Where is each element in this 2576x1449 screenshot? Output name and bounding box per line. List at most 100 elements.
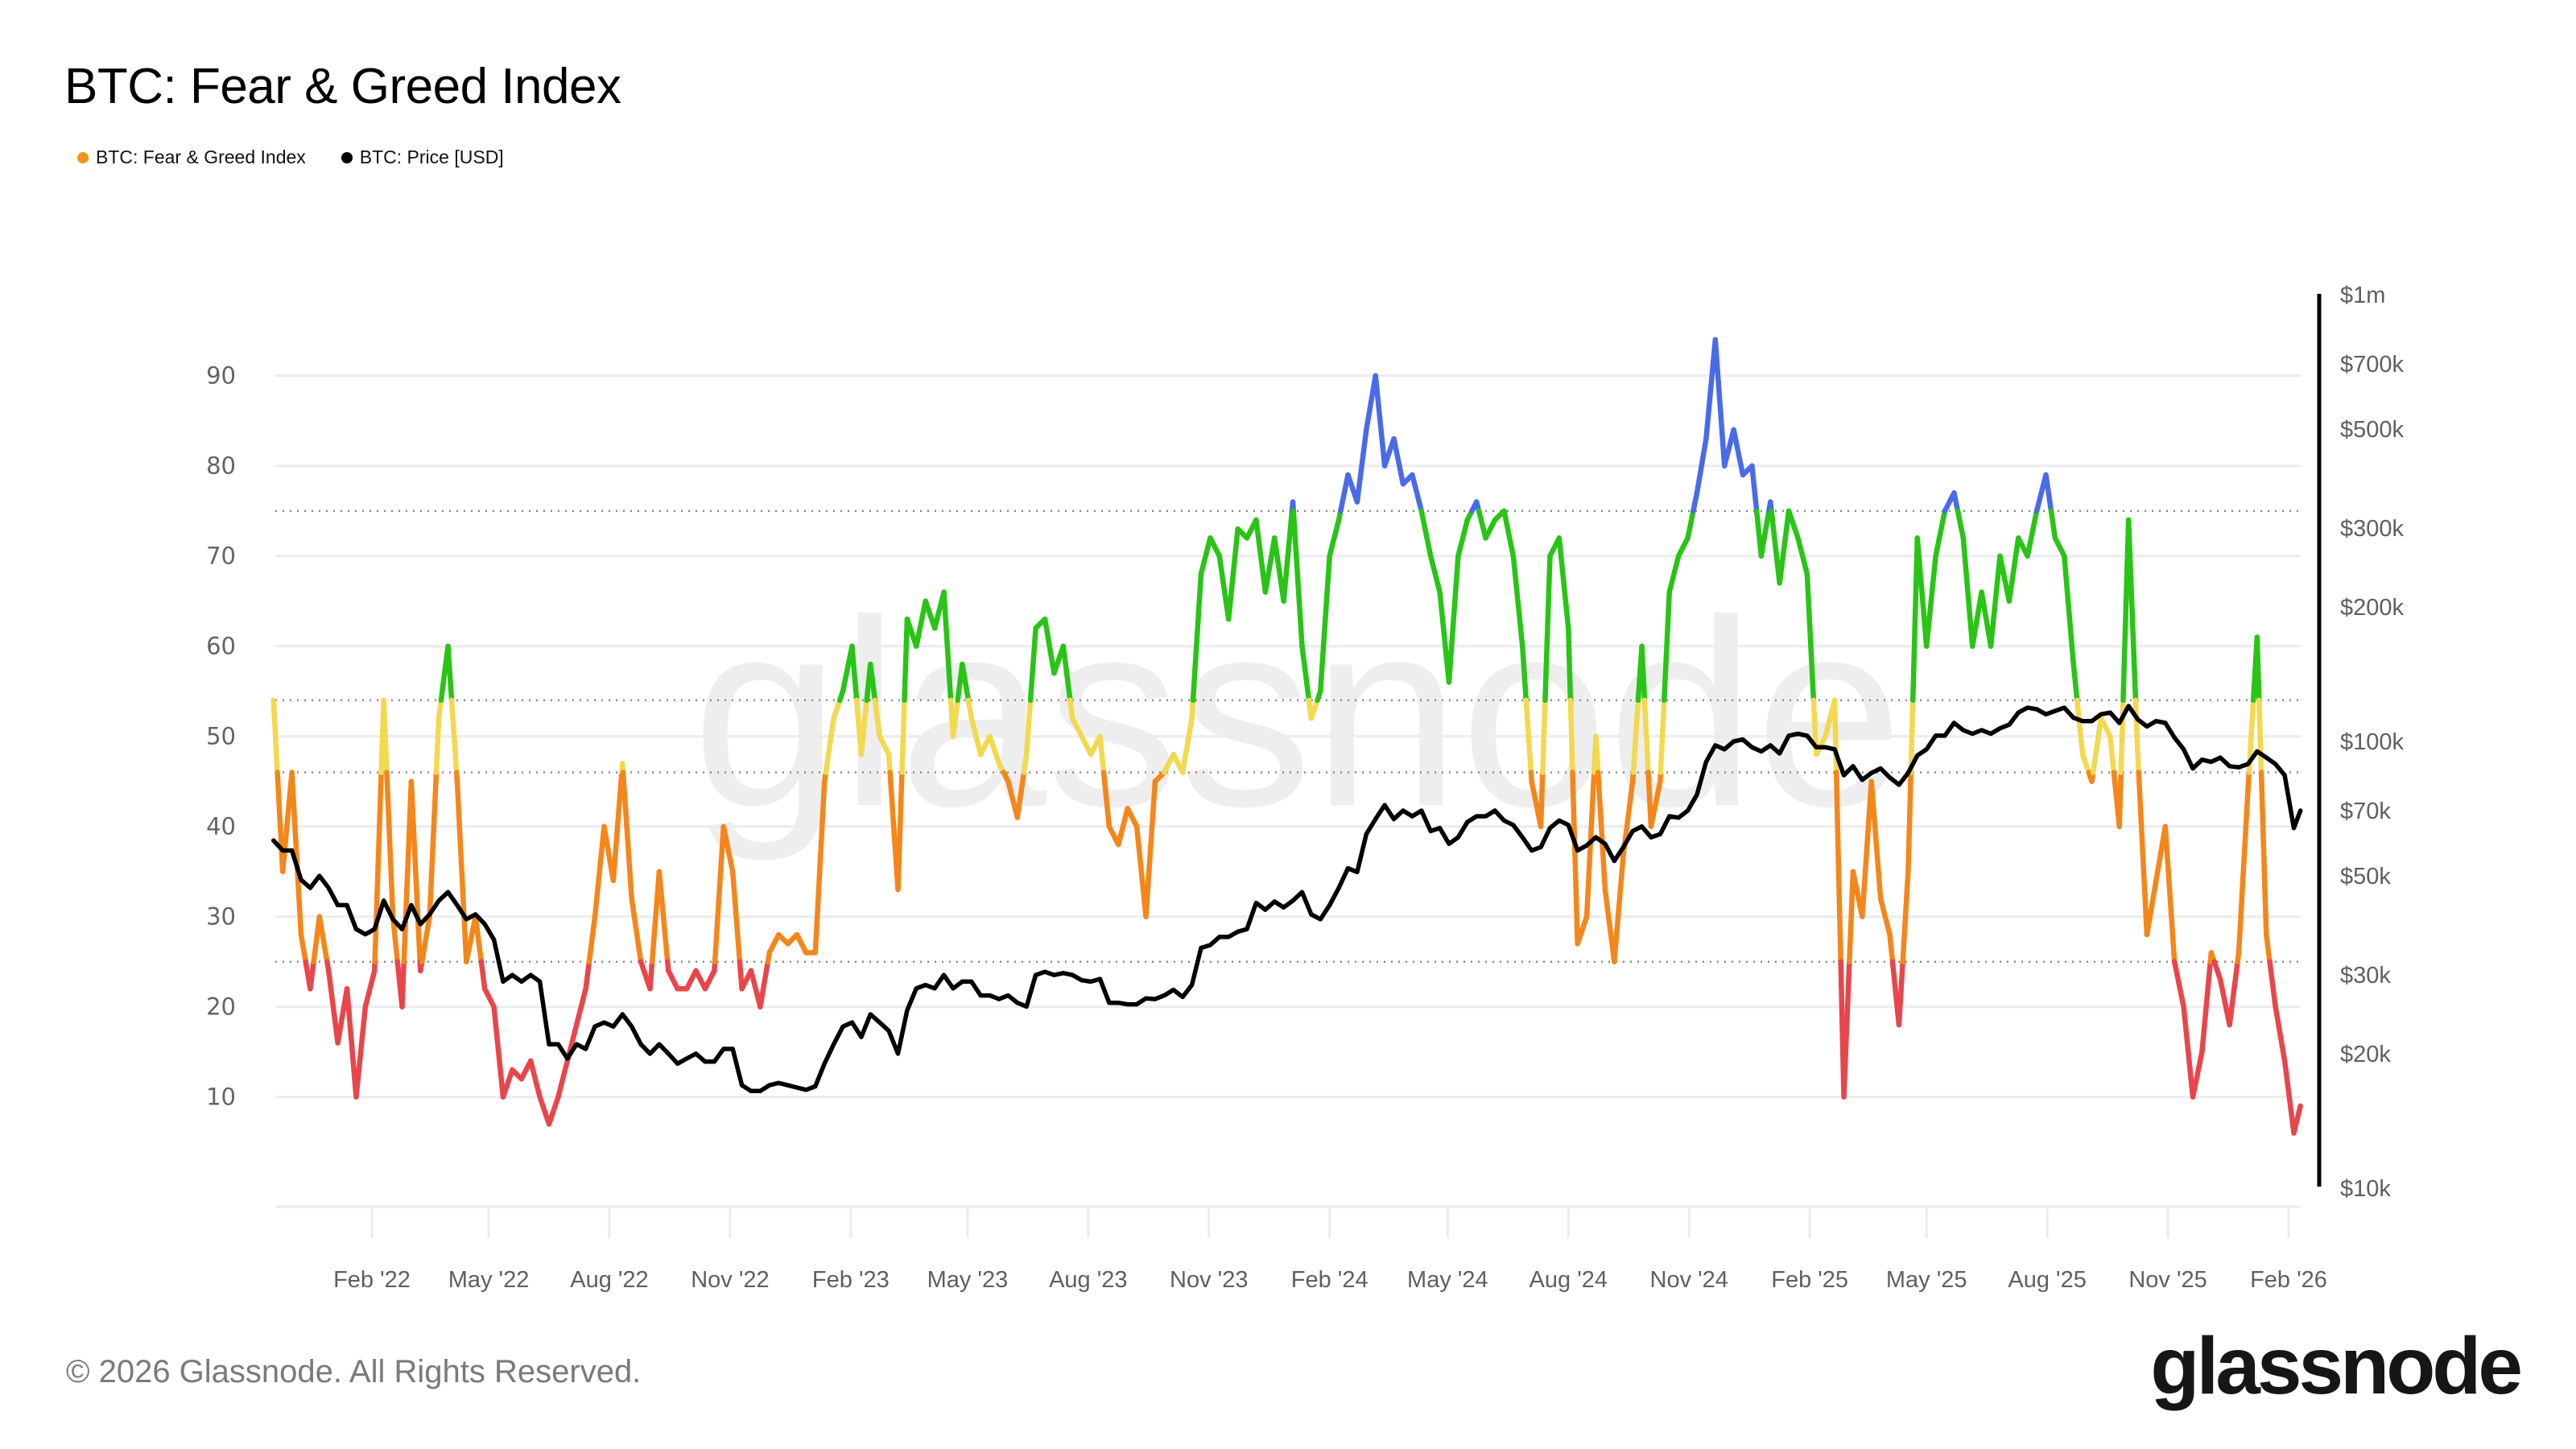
price-point (1915, 753, 1920, 758)
fear-greed-segment-neutral (1162, 751, 1176, 775)
price-point (1199, 945, 1203, 951)
price-point (1208, 943, 1212, 947)
price-point (1282, 905, 1286, 910)
price-point (2071, 715, 2076, 720)
price-point (1538, 844, 1543, 849)
price-point (1988, 731, 1993, 737)
price-point (923, 982, 928, 988)
fear-greed-segment-fear (712, 824, 727, 964)
price-point (2264, 755, 2268, 760)
price-point (1364, 832, 1368, 836)
fear-greed-segment-neutral (1021, 751, 1030, 775)
fear-greed-segment-neutral (2256, 697, 2264, 775)
price-point (519, 979, 524, 984)
fear-greed-segment-neutral (987, 733, 1002, 766)
price-point (1015, 1001, 1020, 1005)
fear-greed-segment-neutral (1657, 697, 1667, 775)
price-point (409, 902, 414, 908)
fear-greed-segment-fear (2258, 770, 2269, 938)
price-point (2016, 710, 2021, 715)
price-point (1272, 899, 1277, 904)
fear-greed-segment-fear (419, 914, 432, 964)
price-point (1336, 886, 1341, 890)
fear-greed-segment-greed (1446, 553, 1461, 685)
price-point (289, 848, 295, 853)
price-point (1153, 997, 1158, 1001)
fear-greed-segment-extreme-greed (1373, 373, 1388, 469)
price-point (1786, 733, 1791, 738)
price-point (1630, 828, 1635, 833)
fear-greed-segment-extreme-fear (546, 1094, 561, 1127)
legend: BTC: Fear & Greed Index BTC: Price [USD] (77, 147, 539, 168)
price-point (1777, 751, 1782, 756)
fear-greed-segment-fear (2144, 877, 2159, 938)
price-point (675, 1061, 680, 1066)
price-point (1841, 773, 1847, 778)
fear-greed-segment-greed (1208, 535, 1223, 559)
fear-greed-segment-neutral (1523, 697, 1534, 775)
fear-greed-segment-fear (794, 931, 809, 956)
fear-greed-segment-extreme-greed (1354, 427, 1369, 505)
fear-greed-segment-fear (592, 824, 607, 919)
fear-greed-segment-greed (1253, 517, 1269, 595)
price-point (832, 1042, 836, 1046)
gridlines (275, 374, 2301, 1099)
price-point (2282, 773, 2287, 778)
price-point (390, 917, 395, 922)
price-point (1327, 902, 1332, 908)
price-point (1997, 726, 2003, 731)
price-point (1180, 994, 1185, 999)
fear-greed-segment-greed (1804, 571, 1817, 704)
fear-greed-segment-fear (384, 770, 396, 919)
fear-greed-segment-extreme-fear (1896, 959, 1905, 1028)
fear-greed-segment-greed (1027, 625, 1038, 704)
fear-greed-segment-extreme-fear (647, 959, 655, 992)
fear-greed-segment-greed (1198, 535, 1213, 577)
price-point (2145, 724, 2149, 729)
fear-greed-segment-fear (2136, 770, 2150, 938)
price-point (1189, 982, 1195, 988)
fear-greed-segment-fear (1100, 770, 1113, 829)
price-point (886, 1028, 891, 1034)
price-point (363, 932, 368, 937)
price-point (611, 1024, 616, 1029)
fear-greed-segment-greed (2062, 553, 2076, 667)
legend-dot-icon (77, 151, 89, 163)
x-tick-label: Feb '22 (333, 1267, 411, 1293)
price-point (721, 1046, 726, 1051)
price-point (978, 993, 983, 998)
fear-greed-segment-neutral (1067, 697, 1075, 721)
fear-greed-segment-neutral (2090, 716, 2104, 775)
price-point (1382, 803, 1387, 807)
legend-item-price[interactable]: BTC: Price [USD] (341, 147, 504, 168)
y-tick-label-right: $300k (2340, 516, 2405, 542)
fear-greed-segment-neutral (2074, 697, 2086, 758)
fear-greed-segment-extreme-greed (1703, 336, 1719, 442)
price-point (1355, 869, 1360, 874)
fear-greed-segment-greed (1777, 508, 1792, 586)
y-tick-label-left: 20 (206, 993, 236, 1021)
price-point (1905, 770, 1910, 775)
price-point (693, 1051, 699, 1056)
legend-item-fear-greed[interactable]: BTC: Fear & Greed Index (77, 147, 306, 168)
price-point (1649, 835, 1653, 840)
price-point (969, 979, 974, 984)
fear-greed-segment-greed (1769, 508, 1782, 586)
fear-greed-segment-extreme-fear (1841, 959, 1852, 1100)
fear-greed-segment-extreme-fear (325, 968, 341, 1046)
fear-greed-segment-greed (1639, 643, 1648, 704)
fear-greed-segment-extreme-fear (344, 986, 359, 1100)
price-point (1768, 743, 1773, 748)
price-point (2273, 762, 2278, 766)
price-point (730, 1046, 735, 1051)
fear-greed-segment-extreme-fear (555, 1058, 571, 1100)
price-point (2099, 712, 2103, 716)
fear-greed-segment-neutral (858, 697, 869, 758)
fear-greed-segment-neutral (1308, 697, 1320, 721)
fear-greed-segment-extreme-fear (2227, 959, 2240, 1028)
fear-greed-segment-fear (1648, 778, 1663, 829)
price-point (1979, 728, 1984, 733)
fear-greed-segment-greed (1262, 535, 1278, 595)
x-tick-label: Feb '24 (1291, 1267, 1368, 1293)
price-point (941, 972, 947, 977)
